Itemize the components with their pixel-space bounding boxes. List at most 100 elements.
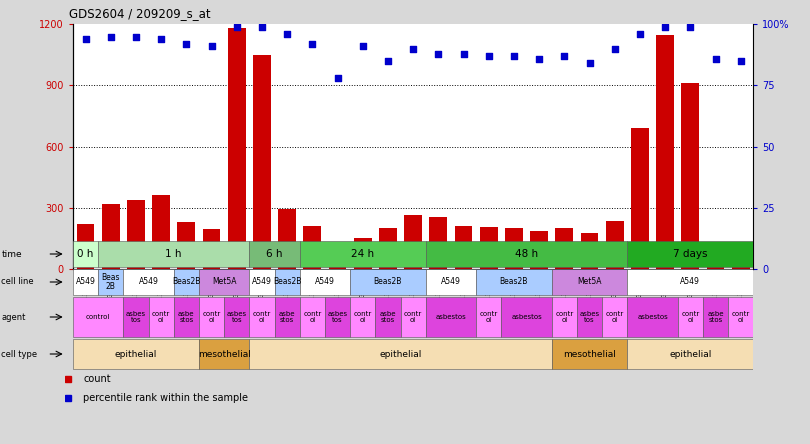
Text: asbes
tos: asbes tos (126, 311, 146, 323)
Point (79, 36, 92, 43)
Bar (275, 297, 300, 337)
Bar (703, 297, 728, 337)
Text: A549: A549 (252, 278, 272, 286)
Point (533, 55, 546, 62)
Text: Beas2B: Beas2B (500, 278, 528, 286)
Bar (556, 228, 573, 269)
Text: asbestos: asbestos (637, 314, 668, 320)
Bar (249, 241, 300, 267)
Point (306, 40, 319, 48)
Point (482, 53, 495, 60)
Bar (152, 195, 170, 269)
Bar (329, 248, 347, 269)
Text: contr
ol: contr ol (555, 311, 573, 323)
Text: A549: A549 (441, 278, 461, 286)
Text: GDS2604 / 209209_s_at: GDS2604 / 209209_s_at (69, 7, 211, 20)
Point (356, 43, 369, 50)
Bar (304, 226, 321, 269)
Bar (681, 83, 699, 269)
Text: control: control (86, 314, 110, 320)
Text: cell type: cell type (2, 349, 37, 358)
Point (709, 55, 722, 62)
Bar (581, 233, 599, 269)
Point (255, 24, 268, 31)
Text: asbestos: asbestos (511, 314, 542, 320)
Bar (627, 269, 753, 295)
Text: Beas
2B: Beas 2B (101, 274, 120, 291)
Text: Beas2B: Beas2B (373, 278, 402, 286)
Bar (173, 297, 199, 337)
Bar (350, 269, 426, 295)
Text: contr
ol: contr ol (480, 311, 498, 323)
Text: 48 h: 48 h (515, 249, 538, 259)
Text: contr
ol: contr ol (303, 311, 322, 323)
Bar (199, 339, 249, 369)
Bar (73, 339, 199, 369)
Bar (177, 222, 195, 269)
Bar (426, 241, 627, 267)
Point (230, 24, 243, 31)
Point (734, 58, 747, 65)
Point (205, 43, 218, 50)
Text: asbe
stos: asbe stos (178, 311, 194, 323)
Bar (429, 217, 447, 269)
Text: A549: A549 (315, 278, 335, 286)
Text: percentile rank within the sample: percentile rank within the sample (83, 393, 248, 403)
Bar (98, 269, 123, 295)
Bar (426, 297, 476, 337)
Point (608, 45, 621, 52)
Point (104, 33, 117, 40)
Bar (249, 297, 275, 337)
Bar (706, 246, 724, 269)
Bar (454, 226, 472, 269)
Bar (627, 297, 678, 337)
Bar (199, 297, 224, 337)
Bar (354, 238, 372, 269)
Text: mesothelial: mesothelial (198, 349, 250, 358)
Bar (199, 269, 249, 295)
Text: time: time (2, 250, 22, 258)
Text: asbes
tos: asbes tos (327, 311, 347, 323)
Text: A549: A549 (139, 278, 159, 286)
Bar (531, 231, 548, 269)
Text: 1 h: 1 h (165, 249, 182, 259)
Bar (224, 297, 249, 337)
Text: 24 h: 24 h (352, 249, 374, 259)
Point (155, 36, 168, 43)
Bar (275, 269, 300, 295)
Text: A549: A549 (680, 278, 700, 286)
Text: Beas2B: Beas2B (172, 278, 201, 286)
Bar (602, 297, 627, 337)
Bar (127, 200, 145, 269)
Text: mesothelial: mesothelial (563, 349, 616, 358)
Bar (300, 241, 426, 267)
Bar (173, 269, 199, 295)
Text: asbes
tos: asbes tos (579, 311, 599, 323)
Bar (400, 297, 426, 337)
Text: asbestos: asbestos (436, 314, 467, 320)
Text: 7 days: 7 days (673, 249, 708, 259)
Bar (505, 228, 522, 269)
Bar (480, 227, 497, 269)
Point (382, 58, 394, 65)
Bar (102, 203, 120, 269)
Text: epithelial: epithelial (669, 349, 711, 358)
Point (180, 40, 193, 48)
Bar (253, 55, 271, 269)
Point (633, 31, 646, 38)
Text: contr
ol: contr ol (731, 311, 750, 323)
Point (130, 33, 143, 40)
Text: contr
ol: contr ol (202, 311, 220, 323)
Bar (325, 297, 350, 337)
Point (684, 24, 697, 31)
Text: asbe
stos: asbe stos (279, 311, 296, 323)
Text: 0 h: 0 h (77, 249, 94, 259)
Text: contr
ol: contr ol (404, 311, 422, 323)
Point (558, 53, 571, 60)
Text: asbe
stos: asbe stos (380, 311, 396, 323)
Bar (552, 339, 627, 369)
Bar (300, 269, 350, 295)
Text: asbes
tos: asbes tos (227, 311, 247, 323)
Text: 6 h: 6 h (266, 249, 283, 259)
Bar (476, 297, 501, 337)
